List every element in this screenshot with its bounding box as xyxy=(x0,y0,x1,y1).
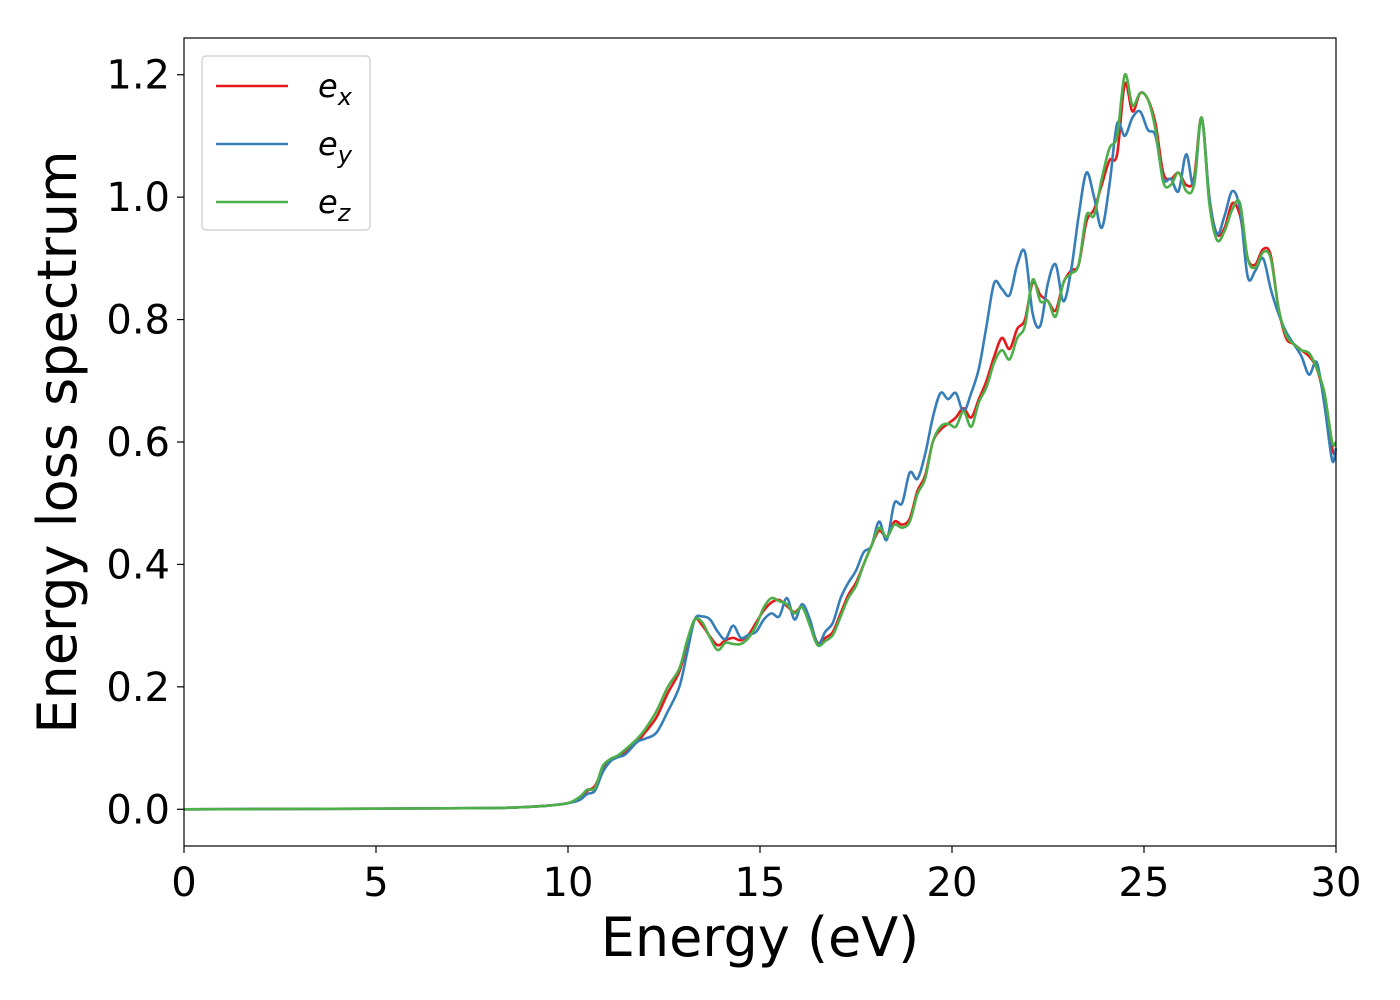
y-tick-label: 0.6 xyxy=(106,420,170,466)
x-tick-label: 0 xyxy=(171,860,196,906)
x-tick-label: 20 xyxy=(927,860,978,906)
legend-label-x: ex xyxy=(318,67,353,111)
x-tick-label: 30 xyxy=(1311,860,1362,906)
legend-label-base: e xyxy=(318,125,338,163)
series-layer xyxy=(183,73,1338,811)
y-tick-label: 1.2 xyxy=(106,53,170,99)
x-tick-label: 5 xyxy=(363,860,388,906)
y-tick-label: 0.0 xyxy=(106,787,170,833)
legend-label-z: ez xyxy=(318,183,352,227)
y-tick-label: 1.0 xyxy=(106,175,170,221)
x-tick-label: 10 xyxy=(543,860,594,906)
x-tick-label: 25 xyxy=(1119,860,1170,906)
y-tick-label: 0.8 xyxy=(106,298,170,344)
series-line-z xyxy=(183,73,1338,811)
plot-background xyxy=(184,38,1336,846)
legend-label-subscript: y xyxy=(337,141,353,169)
y-tick-label: 0.4 xyxy=(106,542,170,588)
y-tick-label: 0.2 xyxy=(106,665,170,711)
x-axis: 0 5 10 15 20 25 30 xyxy=(171,846,1361,906)
legend-label-subscript: z xyxy=(337,199,352,227)
x-axis-title: Energy (eV) xyxy=(601,906,920,969)
legend-label-base: e xyxy=(318,67,338,105)
x-tick-label: 15 xyxy=(735,860,786,906)
legend-label-y: ey xyxy=(318,125,353,169)
legend-label-subscript: x xyxy=(337,83,353,111)
legend-label-base: e xyxy=(318,183,338,221)
y-axis-title: Energy loss spectrum xyxy=(26,150,89,733)
y-axis: 0.0 0.2 0.4 0.6 0.8 1.0 1.2 xyxy=(106,53,184,833)
